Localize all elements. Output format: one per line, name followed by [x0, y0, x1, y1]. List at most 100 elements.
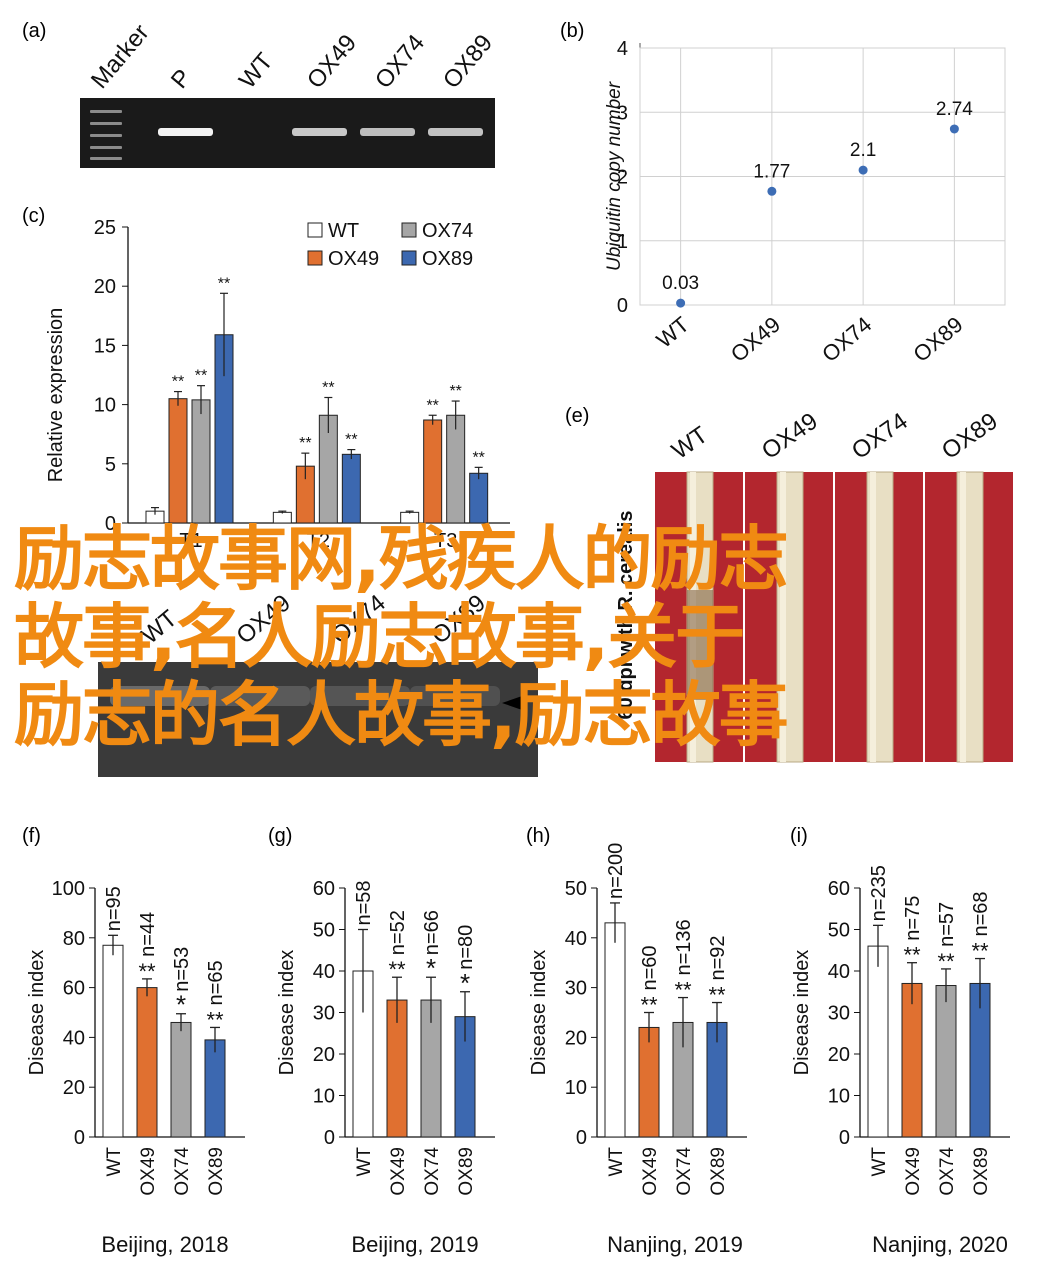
y-tick-label: 0	[839, 1127, 850, 1149]
y-tick-label: 20	[313, 1044, 335, 1066]
y-tick-label: 60	[313, 878, 335, 900]
bar	[170, 1021, 192, 1138]
lesion	[687, 590, 713, 700]
data-point	[858, 165, 868, 175]
sample-size-label: n=68	[970, 891, 992, 936]
bar	[191, 399, 211, 524]
lane-label: OX49	[302, 29, 362, 93]
sample-size-label: n=200	[605, 843, 627, 899]
sample-size-label: n=60	[639, 945, 661, 990]
y-tick-label: 4	[617, 38, 628, 60]
sample-size-label: n=95	[103, 886, 125, 931]
lane-label: WT	[234, 48, 279, 94]
stem-highlight	[780, 472, 786, 762]
legend-swatch	[401, 222, 417, 238]
stem-photo-panel: WT OX49 OX74 OX89 60 dpi with R. cerealis	[615, 408, 1013, 763]
panel-f-label: (f)	[22, 825, 41, 847]
legend-label: OX49	[328, 248, 379, 270]
sample-size-label: n=136	[673, 919, 695, 975]
y-tick-label: 50	[828, 920, 850, 942]
bar	[446, 414, 466, 524]
legend-swatch	[307, 250, 323, 266]
y-tick-label: 50	[565, 878, 587, 900]
bar	[469, 472, 489, 524]
x-tick-label: T1	[179, 530, 202, 552]
y-tick-label: 100	[52, 878, 85, 900]
y-tick-label: 1	[617, 231, 628, 253]
x-tick-label: OX89	[908, 312, 967, 367]
data-label: 2.1	[850, 140, 876, 161]
y-tick-label: 40	[63, 1027, 85, 1049]
y-tick-label: 10	[94, 395, 116, 417]
x-tick-label: OX74	[937, 1147, 958, 1196]
y-tick-label: 0	[324, 1127, 335, 1149]
significance-label: **	[299, 435, 311, 452]
y-tick-label: 20	[828, 1044, 850, 1066]
x-tick-label: OX49	[726, 312, 785, 367]
y-axis-label: Disease index	[26, 950, 48, 1076]
bar	[341, 453, 361, 524]
watermark-overlay-text: 励志故事网,残疾人的励志 故事,名人励志故事,关于 励志的名人故事,励志故事	[14, 520, 1034, 754]
sample-size-label: n=66	[421, 910, 443, 955]
x-tick-label: OX89	[456, 1147, 477, 1196]
gel-background	[80, 98, 495, 168]
data-label: 0.03	[662, 273, 699, 294]
y-tick-label: 2	[617, 167, 628, 189]
x-tick-label: WT	[652, 312, 694, 353]
legend-label: OX89	[422, 248, 473, 270]
x-tick-label: OX89	[708, 1147, 729, 1196]
y-tick-label: 10	[828, 1086, 850, 1108]
panel-e-label: (e)	[565, 405, 590, 427]
lane-label: OX89	[438, 29, 498, 93]
significance-label: **	[971, 939, 989, 964]
y-tick-label: 50	[313, 920, 335, 942]
disease-index-chart-h: 0 10 20 30 40 50 Disease index n=200 WT ** n=60 OX4…	[528, 843, 747, 1196]
bar	[935, 985, 957, 1138]
bar	[136, 987, 158, 1138]
y-tick-label: 10	[313, 1086, 335, 1108]
y-tick-label: 25	[94, 217, 116, 239]
bar	[204, 1039, 226, 1138]
gel-image-a: Marker P WT OX49 OX74 OX89	[80, 19, 498, 168]
data-point	[949, 124, 959, 134]
x-tick-label: OX49	[388, 1147, 409, 1196]
marker-band	[90, 146, 122, 149]
significance-label: *	[460, 968, 470, 998]
panel-a-label: (a)	[22, 20, 47, 42]
significance-label: **	[322, 379, 334, 396]
y-tick-label: 20	[94, 276, 116, 298]
overlay-line-3: 励志的名人故事,励志故事	[14, 674, 789, 756]
y-tick-label: 60	[828, 878, 850, 900]
sample-size-label: n=92	[707, 935, 729, 980]
blot-band	[310, 686, 410, 706]
photo-side-label: 60 dpi with R. cerealis	[615, 511, 637, 720]
significance-label: **	[708, 983, 726, 1008]
significance-label: **	[388, 957, 406, 982]
bar	[168, 398, 188, 524]
marker-band	[90, 110, 122, 113]
sample-size-label: n=52	[387, 910, 409, 955]
y-tick-label: 30	[565, 978, 587, 1000]
x-tick-label: OX49	[138, 1147, 159, 1196]
marker-band	[90, 134, 122, 137]
marker-band	[90, 122, 122, 125]
y-tick-label: 30	[313, 1003, 335, 1025]
data-point	[767, 186, 777, 196]
bar	[102, 944, 124, 1138]
stem-highlight	[960, 472, 966, 762]
caption-h: Nanjing, 2019	[607, 1232, 743, 1257]
y-tick-label: 0	[617, 295, 628, 317]
x-tick-label: OX49	[903, 1147, 924, 1196]
significance-label: **	[138, 959, 156, 984]
overlay-line-2: 故事,名人励志故事,关于	[14, 596, 745, 678]
y-tick-label: 80	[63, 928, 85, 950]
lane-label: Marker	[86, 19, 155, 94]
blot-band	[410, 686, 500, 706]
y-tick-label: 3	[617, 102, 628, 124]
x-tick-label: OX74	[674, 1147, 695, 1196]
relative-expression-chart: 0 5 10 15 20 25 Relative expression ** ** ** T1 ** *…	[45, 217, 510, 552]
significance-label: **	[449, 383, 461, 400]
